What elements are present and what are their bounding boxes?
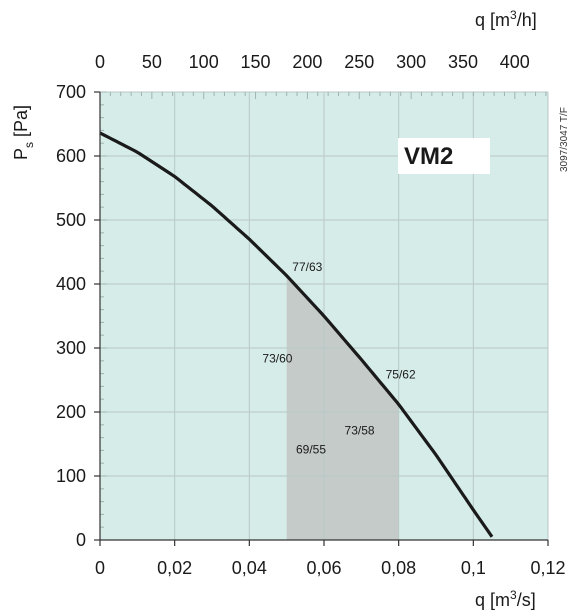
x-tick-label: 0,12 [530, 558, 565, 578]
y-tick-label: 300 [56, 338, 86, 358]
fan-curve-line [99, 131, 494, 538]
x2-axis-title-prefix: q [m [475, 10, 510, 30]
x-tick-label: 0,1 [461, 558, 486, 578]
minor-ticks [99, 91, 547, 541]
x-tick-label: 0,06 [306, 558, 341, 578]
model-label-backdrop [398, 138, 490, 174]
performance-curve [99, 131, 494, 538]
x2-axis-title: q [m3/h] [475, 8, 537, 30]
x2-tick-label: 150 [241, 52, 271, 72]
x2-tick-label: 400 [500, 52, 530, 72]
annotations: 77/63 73/60 75/62 73/58 69/55 [262, 260, 416, 456]
y-axis-title-main: P [11, 148, 31, 160]
x-tick-label: 0,08 [381, 558, 416, 578]
y-tick-label: 200 [56, 402, 86, 422]
x2-tick-label: 100 [189, 52, 219, 72]
y-axis-title-sub: s [22, 142, 36, 148]
operating-point-label: 73/60 [262, 352, 292, 366]
operating-range [286, 275, 399, 540]
y-tick-label: 100 [56, 466, 86, 486]
x2-tick-label: 200 [292, 52, 322, 72]
operating-point-label: 77/63 [292, 260, 322, 274]
y-tick-label: 0 [76, 530, 86, 550]
x-tick-label: 0,04 [232, 558, 267, 578]
x2-axis-title-suffix: /h] [517, 10, 537, 30]
x-axis-title-prefix: q [m [475, 590, 510, 610]
operating-range-area [286, 275, 399, 540]
x2-tick-label: 350 [448, 52, 478, 72]
x2-tick-label: 0 [95, 52, 105, 72]
y-tick-label: 400 [56, 274, 86, 294]
x-axis-title-suffix: /s] [517, 590, 536, 610]
x-tick-label: 0,02 [157, 558, 192, 578]
x-tick-label: 0 [95, 558, 105, 578]
x2-tick-label: 50 [142, 52, 162, 72]
y-tick-label: 600 [56, 146, 86, 166]
y-axis-title: Ps [Pa] [11, 105, 36, 160]
x2-tick-label: 250 [344, 52, 374, 72]
axes: 0 0,02 0,04 0,06 0,08 0,1 0,120100200300400500… [56, 52, 566, 578]
document-code: 3097/3047 T/F [559, 107, 570, 172]
y-tick-label: 500 [56, 210, 86, 230]
x-axis-title-sup: 3 [510, 588, 517, 602]
operating-point-label: 75/62 [386, 368, 416, 382]
x2-axis-title-sup: 3 [510, 8, 517, 22]
operating-point-label: 73/58 [345, 423, 375, 437]
x-axis-title: q [m3/s] [475, 588, 536, 610]
operating-point-label: 69/55 [296, 443, 326, 457]
model-label: VM2 [404, 143, 453, 170]
y-tick-label: 700 [56, 82, 86, 102]
y-axis-title-unit: [Pa] [11, 105, 31, 137]
x2-tick-label: 300 [396, 52, 426, 72]
